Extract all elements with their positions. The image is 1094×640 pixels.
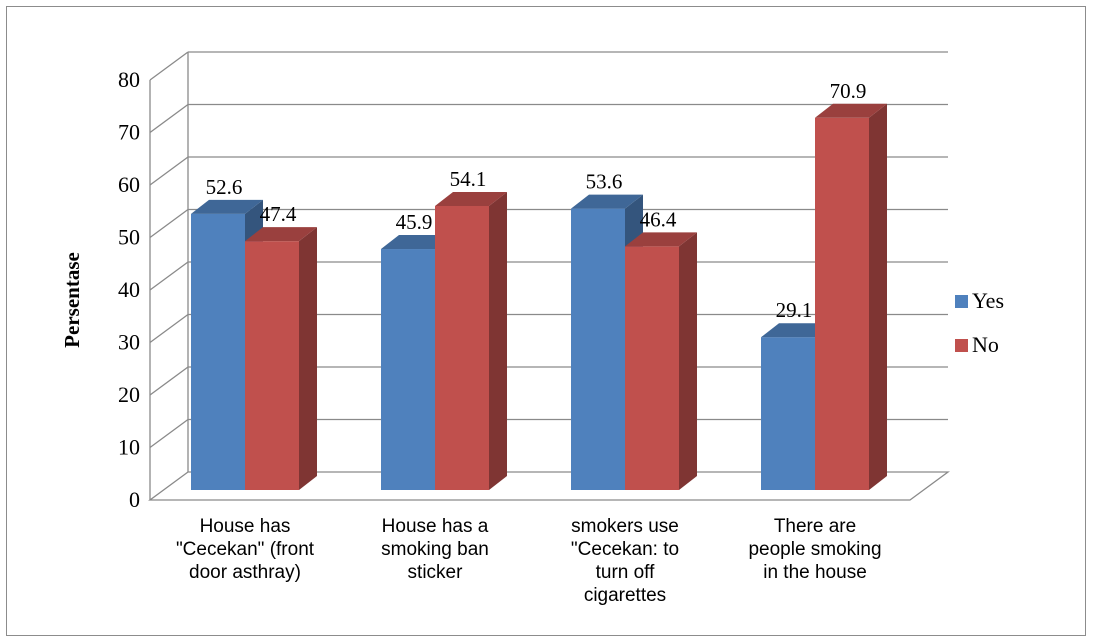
x-tick-label-line: in the house [763, 562, 867, 583]
bar-side [489, 191, 507, 490]
legend-swatch-yes [955, 295, 968, 308]
gridline-side [149, 51, 189, 81]
gridline-side [149, 261, 189, 291]
gridline-side [149, 156, 189, 186]
gridline-side [149, 103, 189, 134]
x-tick-label-line: turn off [596, 562, 656, 583]
x-tick-label: House has "Cecekan" (front door asthray) [176, 516, 315, 583]
x-tick-label: smokers use "Cecekan: to turn off cigarette… [571, 516, 679, 606]
x-tick-label-line: door asthray) [189, 562, 301, 583]
x-tick-label-line: There are [774, 516, 856, 537]
data-label: 46.4 [640, 207, 677, 231]
gridline-side [149, 366, 189, 396]
bar-front [381, 249, 435, 490]
gridline-side [149, 313, 189, 344]
bar-front [815, 117, 869, 491]
data-label: 47.4 [260, 202, 297, 226]
gridline-side [149, 208, 189, 239]
data-label: 52.6 [206, 175, 243, 199]
y-axis-label: Persentase [60, 252, 84, 348]
chart-frame [6, 6, 1086, 636]
bar-top [815, 103, 887, 118]
y-tick-label: 0 [129, 487, 140, 512]
bar-side [679, 232, 697, 490]
gridline-side [149, 418, 189, 449]
data-label: 53.6 [586, 170, 623, 194]
bar-front [761, 337, 815, 490]
legend-label-no: No [972, 332, 999, 357]
x-tick-label-line: smokers use [571, 516, 679, 537]
y-tick-label: 50 [118, 225, 140, 250]
y-tick-label: 20 [118, 382, 140, 407]
y-tick-label: 60 [118, 172, 140, 197]
x-tick-label-line: House has a [382, 516, 489, 537]
x-tick-label-line: cigarettes [584, 585, 666, 606]
bar-front [571, 208, 625, 490]
bar-side [869, 103, 887, 491]
x-tick-label: House has a smoking ban sticker [381, 516, 489, 583]
bar-top [191, 199, 263, 214]
bar-front [191, 213, 245, 490]
data-label: 29.1 [776, 298, 813, 322]
x-tick-label-line: "Cecekan: to [571, 539, 679, 560]
y-tick-label: 80 [118, 67, 140, 92]
x-tick-label-line: people smoking [748, 539, 881, 560]
legend-label-yes: Yes [972, 288, 1004, 313]
bar-no [245, 227, 317, 490]
bar-no [815, 103, 887, 491]
bar-top [625, 232, 697, 247]
bar-top [245, 227, 317, 242]
bar-top [435, 191, 507, 206]
bar-side [299, 227, 317, 490]
y-tick-label: 10 [118, 435, 140, 460]
x-tick-label-line: sticker [408, 562, 464, 583]
bar-front [435, 205, 489, 490]
y-tick-label: 40 [118, 277, 140, 302]
bar-no [435, 191, 507, 490]
data-label: 54.1 [450, 167, 487, 191]
x-tick-label-line: "Cecekan" (front [176, 539, 315, 560]
legend-swatch-no [955, 339, 968, 352]
data-label: 45.9 [396, 210, 433, 234]
bar-front [625, 246, 679, 490]
y-tick-label: 30 [118, 330, 140, 355]
x-tick-label: There are people smoking in the house [748, 516, 881, 583]
x-tick-label-line: House has [200, 516, 291, 537]
bar-no [625, 232, 697, 490]
y-tick-label: 70 [118, 120, 140, 145]
chart-floor [148, 471, 950, 501]
data-label: 70.9 [830, 79, 867, 103]
bar-top [571, 194, 643, 209]
bar-front [245, 241, 299, 490]
x-tick-label-line: smoking ban [381, 539, 489, 560]
